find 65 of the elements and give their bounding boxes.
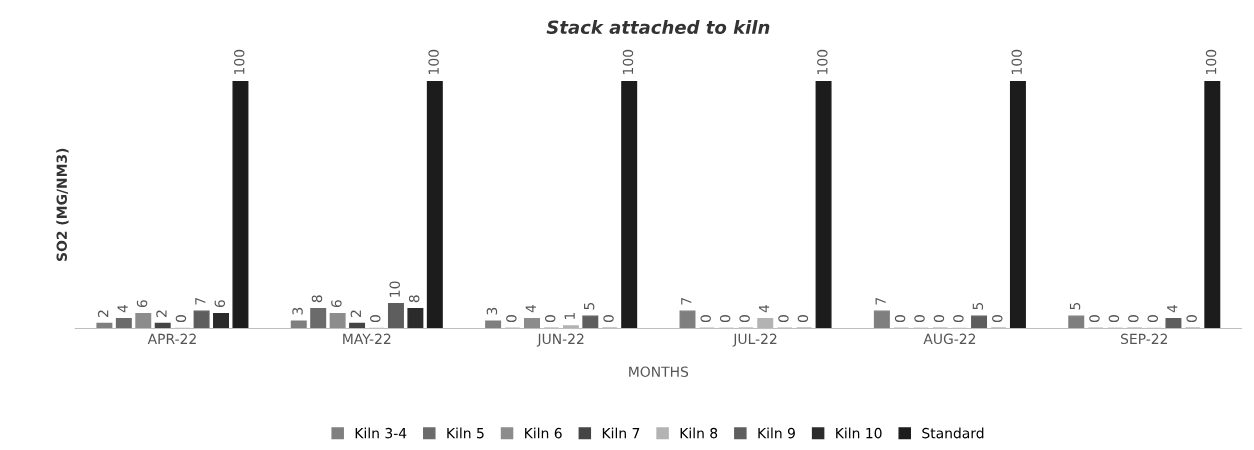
data-label: 0 xyxy=(700,315,711,323)
data-label: 6 xyxy=(136,300,148,308)
x-tick-label: MAY-22 xyxy=(343,333,391,344)
x-tick-label: JUN-22 xyxy=(536,333,584,347)
data-label: 7 xyxy=(195,297,206,305)
data-label: 100 xyxy=(233,49,245,74)
x-axis-title: MONTHS xyxy=(629,366,689,377)
x-tick-label: APR-22 xyxy=(147,333,196,344)
legend-label: Kiln 9 xyxy=(758,427,795,439)
data-label: 0 xyxy=(1147,315,1159,323)
data-label: 10 xyxy=(389,281,400,297)
x-tick-label: JUL-22 xyxy=(732,333,777,347)
data-label: 0 xyxy=(1089,315,1100,323)
data-label: 100 xyxy=(622,49,634,74)
x-tick-label: SEP-22 xyxy=(1121,333,1168,345)
data-label: 0 xyxy=(544,315,556,323)
data-label: 0 xyxy=(992,315,1003,323)
data-label: 0 xyxy=(1108,315,1120,323)
data-label: 5 xyxy=(1069,302,1081,310)
data-label: 0 xyxy=(778,315,789,323)
data-label: 6 xyxy=(214,300,226,308)
data-label: 4 xyxy=(525,304,536,313)
data-label: 0 xyxy=(797,315,809,323)
data-label: 0 xyxy=(175,315,187,323)
data-label: 100 xyxy=(1011,49,1022,74)
data-label: 0 xyxy=(894,315,906,323)
data-label: 2 xyxy=(350,310,361,317)
data-label: 0 xyxy=(739,315,750,323)
legend-label: Kiln 8 xyxy=(680,427,718,439)
data-label: 3 xyxy=(486,307,498,315)
data-label: 8 xyxy=(408,295,420,303)
chart-title: Stack attached to kiln xyxy=(546,20,770,35)
data-label: 5 xyxy=(972,302,984,310)
data-label: 0 xyxy=(933,315,945,323)
data-label: 0 xyxy=(914,315,925,323)
legend-label: Kiln 6 xyxy=(525,427,562,439)
data-label: 2 xyxy=(97,310,109,317)
data-label: 4 xyxy=(758,304,770,313)
data-label: 8 xyxy=(311,295,323,303)
data-label: 4 xyxy=(117,304,128,313)
data-label: 100 xyxy=(817,49,828,74)
data-label: 0 xyxy=(1186,315,1197,323)
data-label: 4 xyxy=(1167,304,1178,313)
data-label: 0 xyxy=(370,315,381,323)
data-label: 100 xyxy=(428,49,439,74)
legend-label: Kiln 10 xyxy=(836,427,882,439)
data-label: 7 xyxy=(681,297,692,305)
data-label: 2 xyxy=(156,310,167,317)
data-label: 5 xyxy=(584,302,595,310)
data-label: 6 xyxy=(331,300,342,308)
legend-label: Kiln 7 xyxy=(602,427,640,439)
y-axis-title: SO2 (MG/NM3) xyxy=(56,148,69,261)
data-label: 0 xyxy=(506,315,517,323)
data-label: 0 xyxy=(953,315,964,323)
legend-label: Kiln 5 xyxy=(447,427,484,439)
data-label: 0 xyxy=(603,315,614,323)
legend-label: Standard xyxy=(922,427,984,439)
data-label: 100 xyxy=(1205,49,1217,74)
data-label: 1 xyxy=(564,312,575,319)
data-label: 7 xyxy=(875,297,886,305)
data-label: 3 xyxy=(292,307,303,315)
data-label: 0 xyxy=(1128,315,1139,323)
data-label: 0 xyxy=(719,315,731,323)
x-tick-label: AUG-22 xyxy=(923,333,976,345)
legend-label: Kiln 3-4 xyxy=(355,427,407,439)
